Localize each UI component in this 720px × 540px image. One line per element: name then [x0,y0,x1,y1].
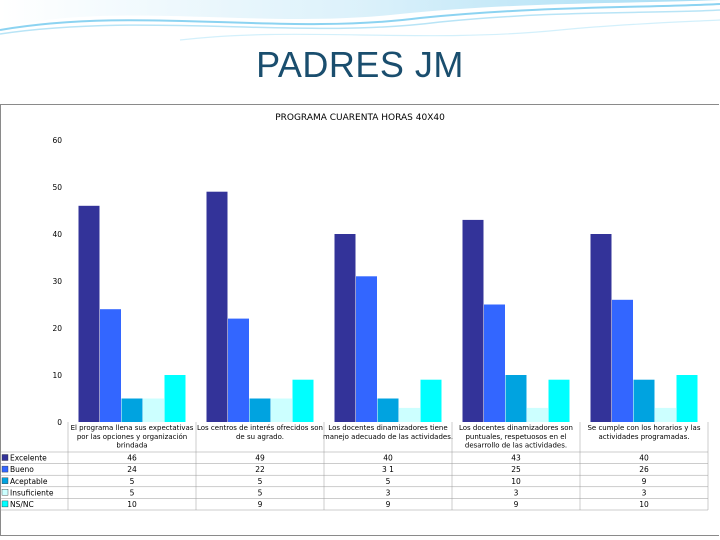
category-label: Se cumple con los horarios y las [587,424,700,432]
bar [590,234,612,422]
bar [612,299,633,422]
data-label: 9 [514,500,519,509]
bar [484,304,505,422]
bar [505,375,527,422]
legend-swatch [1,454,9,461]
bar [356,276,377,422]
category-label: Los docentes dinamizadores son [459,424,573,432]
data-label: 25 [511,465,521,474]
legend-label: Bueno [10,465,34,474]
data-label: 9 [642,477,647,486]
data-label: 5 [130,477,135,486]
bar [121,398,143,422]
y-tick-label: 50 [52,183,62,192]
data-label: 43 [511,454,521,463]
data-label: 9 [258,500,263,509]
legend-swatch [1,500,9,508]
category-label: Los docentes dinamizadores tiene [328,424,447,432]
category-label: brindada [116,442,147,450]
bar [78,205,100,422]
legend-label: Insuficiente [10,488,54,497]
category-label: desarrollo de las actividades. [465,442,567,450]
y-tick-label: 60 [52,136,62,145]
data-label: 5 [258,488,263,497]
bar [676,375,698,422]
decorative-wave-banner [0,0,720,41]
data-label: 22 [255,465,265,474]
bar [292,379,314,422]
legend-label: NS/NC [10,500,34,509]
bar [462,219,484,422]
data-label: 40 [383,454,393,463]
bar [548,379,570,422]
bar [228,318,249,422]
bar [249,398,271,422]
data-label: 10 [511,477,521,486]
category-label: El programa llena sus expectativas [71,424,194,432]
bar [206,191,228,422]
bar [100,309,121,422]
data-label: 5 [130,488,135,497]
bar [377,398,399,422]
y-tick-label: 10 [52,371,62,380]
data-label: 3 [642,488,647,497]
data-label: 24 [127,465,137,474]
bar [527,407,548,422]
legend-swatch [1,465,9,473]
y-tick-label: 0 [57,418,62,427]
data-label: 9 [386,500,391,509]
category-label: actividades programadas. [598,433,689,441]
data-label: 10 [639,500,649,509]
legend-label: Excelente [10,454,47,463]
category-label: por las opciones y organización [77,433,187,441]
category-label: manejo adecuado de las actividades. [323,433,453,441]
legend-swatch [1,477,9,484]
bar [334,234,356,422]
data-label: 26 [639,465,649,474]
bar [655,407,676,422]
chart-title: PROGRAMA CUARENTA HORAS 40X40 [275,113,445,123]
data-label: 46 [127,454,137,463]
data-label: 5 [258,477,263,486]
category-label: puntuales, respetuosos en el [465,433,566,441]
data-label: 3 [514,488,519,497]
data-label: 40 [639,454,649,463]
data-label: 49 [255,454,265,463]
legend-label: Aceptable [10,477,48,486]
bar [633,379,655,422]
y-tick-label: 20 [52,324,62,333]
category-label: Los centros de interés ofrecidos son [197,424,323,432]
data-label: 10 [127,500,137,509]
bar [399,407,420,422]
data-label: 3 1 [382,465,394,474]
category-label: de su agrado. [236,433,284,441]
legend-swatch [1,489,9,496]
data-label: 3 [386,488,391,497]
slide-title: PADRES JM [256,44,464,85]
data-label: 5 [386,477,391,486]
bar [143,398,164,422]
bar [420,379,442,422]
y-tick-label: 30 [52,277,62,286]
y-tick-label: 40 [52,230,62,239]
bar [271,398,292,422]
bar [164,375,186,422]
